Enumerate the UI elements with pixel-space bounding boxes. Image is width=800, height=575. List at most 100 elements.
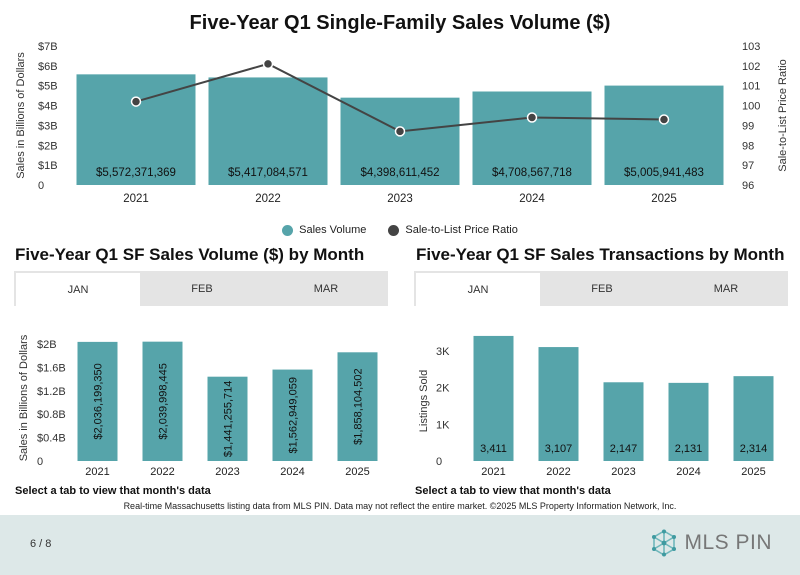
bar-2025 [733,376,774,461]
y-tick-label: $4B [38,101,58,113]
mls-pin-logo: MLS PIN [650,529,772,557]
network-hexagon-icon [652,529,677,557]
bar-data-label: $5,005,941,483 [624,167,704,179]
legend-label-ratio: Sale-to-List Price Ratio [405,224,518,236]
x-tick-label: 2023 [387,193,413,205]
y2-tick-label: 98 [742,140,754,152]
page-indicator: 6 / 8 [30,538,52,550]
y2-tick-label: 99 [742,120,754,132]
bar-data-label: 3,107 [545,443,573,455]
y-tick-label: $0.4B [37,433,66,445]
ratio-point-2025 [658,114,670,125]
tab-volume-jan[interactable]: JAN [16,273,140,306]
bar-data-label: $4,708,567,718 [492,167,572,179]
x-tick-label: 2024 [676,466,700,478]
bar-data-label: $1,441,255,714 [223,381,235,457]
bar-2021 [473,335,514,461]
x-tick-label: 2025 [651,193,677,205]
y2-tick-label: 97 [742,160,754,172]
bar-sales-volume-2025 [604,85,724,185]
logo-text: MLS PIN [684,531,772,554]
data-disclaimer: Real-time Massachusetts listing data fro… [123,501,677,511]
y-tick-label: 0 [436,456,442,468]
bar-2024 [668,382,709,461]
main-chart: 0 $1B $2B $3B $4B $5B $6B $7B 96 97 98 99 100 101 102 1… [15,41,789,205]
bar-data-label: 2,131 [675,443,703,455]
volume-tab-hint: Select a tab to view that month's data [15,485,211,497]
x-tick-label: 2025 [345,466,369,478]
y-tick-label: $1.6B [37,362,66,374]
main-chart-title: Five-Year Q1 Single-Family Sales Volume … [189,12,611,34]
bar-data-label: $2,039,998,445 [158,363,170,439]
x-tick-label: 2022 [546,466,570,478]
bar-2022 [142,341,183,461]
bar-data-label: 3,411 [480,443,507,455]
y-tick-label: $0.8B [37,409,66,421]
bar-sales-volume-2022 [208,77,328,185]
x-tick-label: 2022 [255,193,281,205]
y2-tick-label: 103 [742,41,760,53]
bar-data-label: $2,036,199,350 [93,363,105,439]
bar-data-label: $5,417,084,571 [228,167,308,179]
bar-data-label: 2,314 [740,443,768,455]
main-chart-legend: Sales Volume Sale-to-List Price Ratio [0,224,800,236]
ratio-point-2023 [394,126,406,137]
x-tick-label: 2021 [85,466,109,478]
x-tick-label: 2022 [150,466,174,478]
legend-swatch-sales-volume [282,224,294,236]
y-tick-label: $1B [38,160,58,172]
tab-volume-feb[interactable]: FEB [191,282,213,295]
ratio-point-2024 [526,112,538,123]
y-axis-title: Listings Sold [418,370,430,432]
y-axis-title: Sales in Billions of Dollars [15,52,27,179]
y-tick-label: 0 [38,180,44,192]
y-tick-label: 0 [37,456,43,468]
x-tick-label: 2023 [611,466,635,478]
ratio-point-2021 [130,96,142,107]
tab-transactions-mar[interactable]: MAR [713,282,739,295]
volume-by-month-chart: 0 $0.4B $0.8B $1.2B $1.6B $2B Sales in Billion… [18,334,378,478]
ratio-point-2022 [262,58,274,70]
tab-transactions-jan[interactable]: JAN [416,273,540,306]
x-tick-label: 2024 [280,466,304,478]
y2-tick-label: 96 [742,180,754,192]
bar-data-label: 2,147 [610,443,638,455]
y-tick-label: $3B [38,120,58,132]
y2-tick-label: 101 [742,81,760,93]
bar-data-label: $5,572,371,369 [96,167,176,179]
y-tick-label: $2B [37,339,57,351]
bar-sales-volume-2021 [76,74,196,185]
y2-axis-title: Sale-to-List Price Ratio [777,59,789,172]
y2-tick-label: 100 [742,101,760,113]
x-tick-label: 2023 [215,466,239,478]
y-tick-label: $2B [38,140,58,152]
bar-2023 [207,376,248,461]
y-axis-title: Sales in Billions of Dollars [18,334,30,461]
bar-sales-volume-2024 [472,91,592,185]
legend-item-sales-volume[interactable]: Sales Volume [282,224,366,236]
y-tick-label: $5B [38,81,58,93]
bar-2024 [272,369,313,461]
transactions-month-tabs: JAN FEB MAR [414,271,788,306]
bar-2022 [538,347,579,461]
x-tick-label: 2021 [123,193,149,205]
x-tick-label: 2025 [741,466,765,478]
tab-volume-mar[interactable]: MAR [313,282,339,295]
page-footer: 6 / 8 MLS PIN [0,515,800,575]
y-tick-label: $6B [38,61,58,73]
legend-item-ratio[interactable]: Sale-to-List Price Ratio [388,224,518,236]
legend-swatch-ratio [388,224,400,236]
bar-data-label: $4,398,611,452 [360,167,439,179]
bar-2021 [77,341,118,461]
y-tick-label: 2K [436,383,450,395]
transactions-tab-hint: Select a tab to view that month's data [415,485,611,497]
right-chart-title: Five-Year Q1 SF Sales Transactions by Mo… [416,245,785,264]
y-tick-label: $1.2B [37,386,66,398]
x-tick-label: 2024 [519,193,545,205]
bar-data-label: $1,858,104,502 [353,368,365,444]
bar-2025 [337,352,378,461]
bar-data-label: $1,562,949,059 [288,377,300,453]
legend-label-sales-volume: Sales Volume [299,224,367,236]
x-tick-label: 2021 [481,466,505,478]
tab-transactions-feb[interactable]: FEB [591,282,613,295]
